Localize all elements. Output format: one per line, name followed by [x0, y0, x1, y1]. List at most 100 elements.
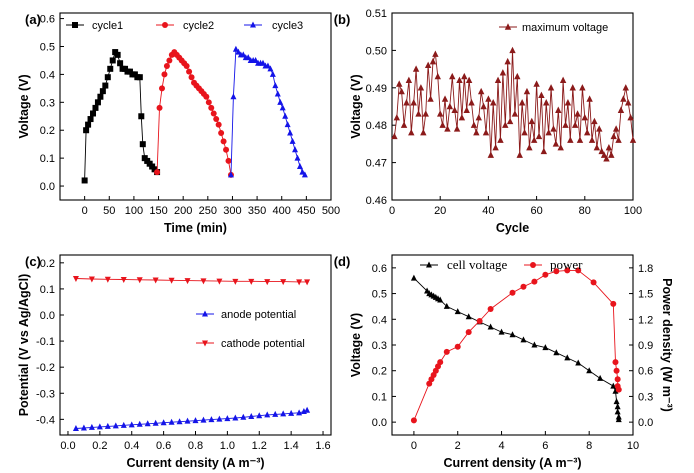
y2-tick-label: 0.9	[638, 340, 653, 352]
y-tick-label: 0.4	[372, 314, 387, 326]
x-tick-label: 60	[530, 205, 542, 217]
data-point	[552, 140, 560, 147]
y-tick-label: 0.5	[40, 41, 55, 53]
data-point	[87, 116, 94, 123]
series-anode-potential	[72, 406, 311, 431]
data-point	[588, 136, 596, 143]
data-point	[215, 121, 222, 128]
data-point	[528, 117, 535, 125]
data-point	[107, 65, 114, 72]
data-point	[97, 93, 104, 100]
data-point	[487, 151, 495, 158]
x-tick-label: 100	[624, 205, 642, 217]
data-point	[475, 114, 482, 121]
data-point	[114, 51, 121, 58]
data-point	[161, 71, 168, 78]
data-point	[102, 82, 109, 89]
data-point	[562, 121, 569, 128]
data-point	[461, 72, 468, 80]
legend-marker	[202, 310, 208, 317]
legend-marker	[504, 23, 512, 30]
data-point	[530, 136, 538, 143]
legend-entry-cathode-potential: cathode potential	[221, 338, 305, 350]
data-point	[520, 336, 527, 343]
x-tick-label: 6	[542, 440, 548, 452]
data-point	[188, 74, 195, 81]
data-point	[557, 143, 564, 151]
x-tick-label: 100	[125, 205, 143, 217]
data-point	[531, 278, 538, 285]
data-point	[581, 114, 588, 121]
data-point	[502, 121, 509, 128]
data-point	[200, 278, 207, 285]
y-tick-label: 0.48	[366, 120, 387, 132]
y-tick-label: 0.3	[40, 97, 55, 109]
x-tick-label: 0	[389, 205, 395, 217]
data-point	[432, 50, 439, 57]
data-point	[600, 151, 608, 158]
legend-entry-cycle2: cycle2	[183, 20, 214, 32]
data-point	[567, 136, 574, 143]
series-cycle1	[81, 49, 161, 184]
legend-entry-power: power	[550, 257, 583, 272]
data-point	[216, 415, 223, 422]
data-point	[139, 141, 146, 148]
data-point	[256, 412, 263, 419]
y-tick-label: 0.5	[372, 289, 387, 301]
data-point	[564, 267, 571, 274]
legend-entry-anode-potential: anode potential	[221, 309, 296, 321]
y-axis-label: Voltage (V)	[17, 74, 31, 138]
data-point	[427, 95, 434, 102]
data-point	[299, 168, 306, 175]
data-point	[213, 116, 220, 123]
data-point	[597, 374, 604, 381]
data-point	[608, 151, 615, 158]
data-point	[614, 376, 621, 383]
data-point	[612, 125, 620, 132]
legend: cell voltage power	[420, 257, 583, 272]
y2-tick-label: 1.2	[638, 314, 653, 326]
data-point	[128, 421, 135, 428]
data-point	[622, 84, 629, 91]
data-point	[446, 102, 454, 110]
legend-marker	[72, 22, 78, 28]
y2-tick-label: 1.8	[638, 263, 653, 275]
panel-label-b: (b)	[334, 12, 351, 27]
legend-entry-cell-voltage: cell voltage	[447, 257, 508, 272]
data-point	[615, 136, 622, 143]
data-point	[269, 70, 276, 77]
data-point	[610, 132, 617, 140]
data-point	[559, 76, 567, 84]
x-tick-label: 1.0	[220, 440, 235, 452]
data-point	[520, 283, 527, 290]
data-point	[494, 76, 502, 84]
data-point	[468, 99, 475, 106]
data-point	[92, 104, 99, 111]
x-tick-label: 40	[482, 205, 494, 217]
data-point	[272, 410, 279, 417]
data-point	[83, 127, 90, 134]
data-point	[85, 121, 92, 128]
data-point	[629, 136, 637, 143]
data-point	[509, 331, 516, 338]
data-point	[487, 306, 494, 312]
data-point	[410, 274, 417, 281]
data-point	[264, 279, 271, 286]
data-point	[391, 132, 398, 140]
y-axis-label: Potential (V vs Ag/AgCl)	[17, 274, 31, 417]
data-point	[542, 344, 549, 351]
data-point	[289, 137, 296, 144]
series-line	[156, 51, 232, 175]
panel-label-a: (a)	[25, 12, 41, 27]
y-axis-label: Voltage (V)	[349, 74, 363, 138]
x-tick-label: 1.6	[315, 440, 330, 452]
data-point	[280, 279, 287, 286]
series-line	[413, 269, 620, 421]
data-point	[492, 143, 499, 151]
data-point	[526, 143, 533, 151]
data-point	[274, 90, 281, 97]
data-point	[453, 125, 461, 132]
x-tick-label: 0.8	[188, 440, 203, 452]
data-point	[104, 276, 111, 283]
legend-entry-cycle3: cycle3	[272, 20, 303, 32]
